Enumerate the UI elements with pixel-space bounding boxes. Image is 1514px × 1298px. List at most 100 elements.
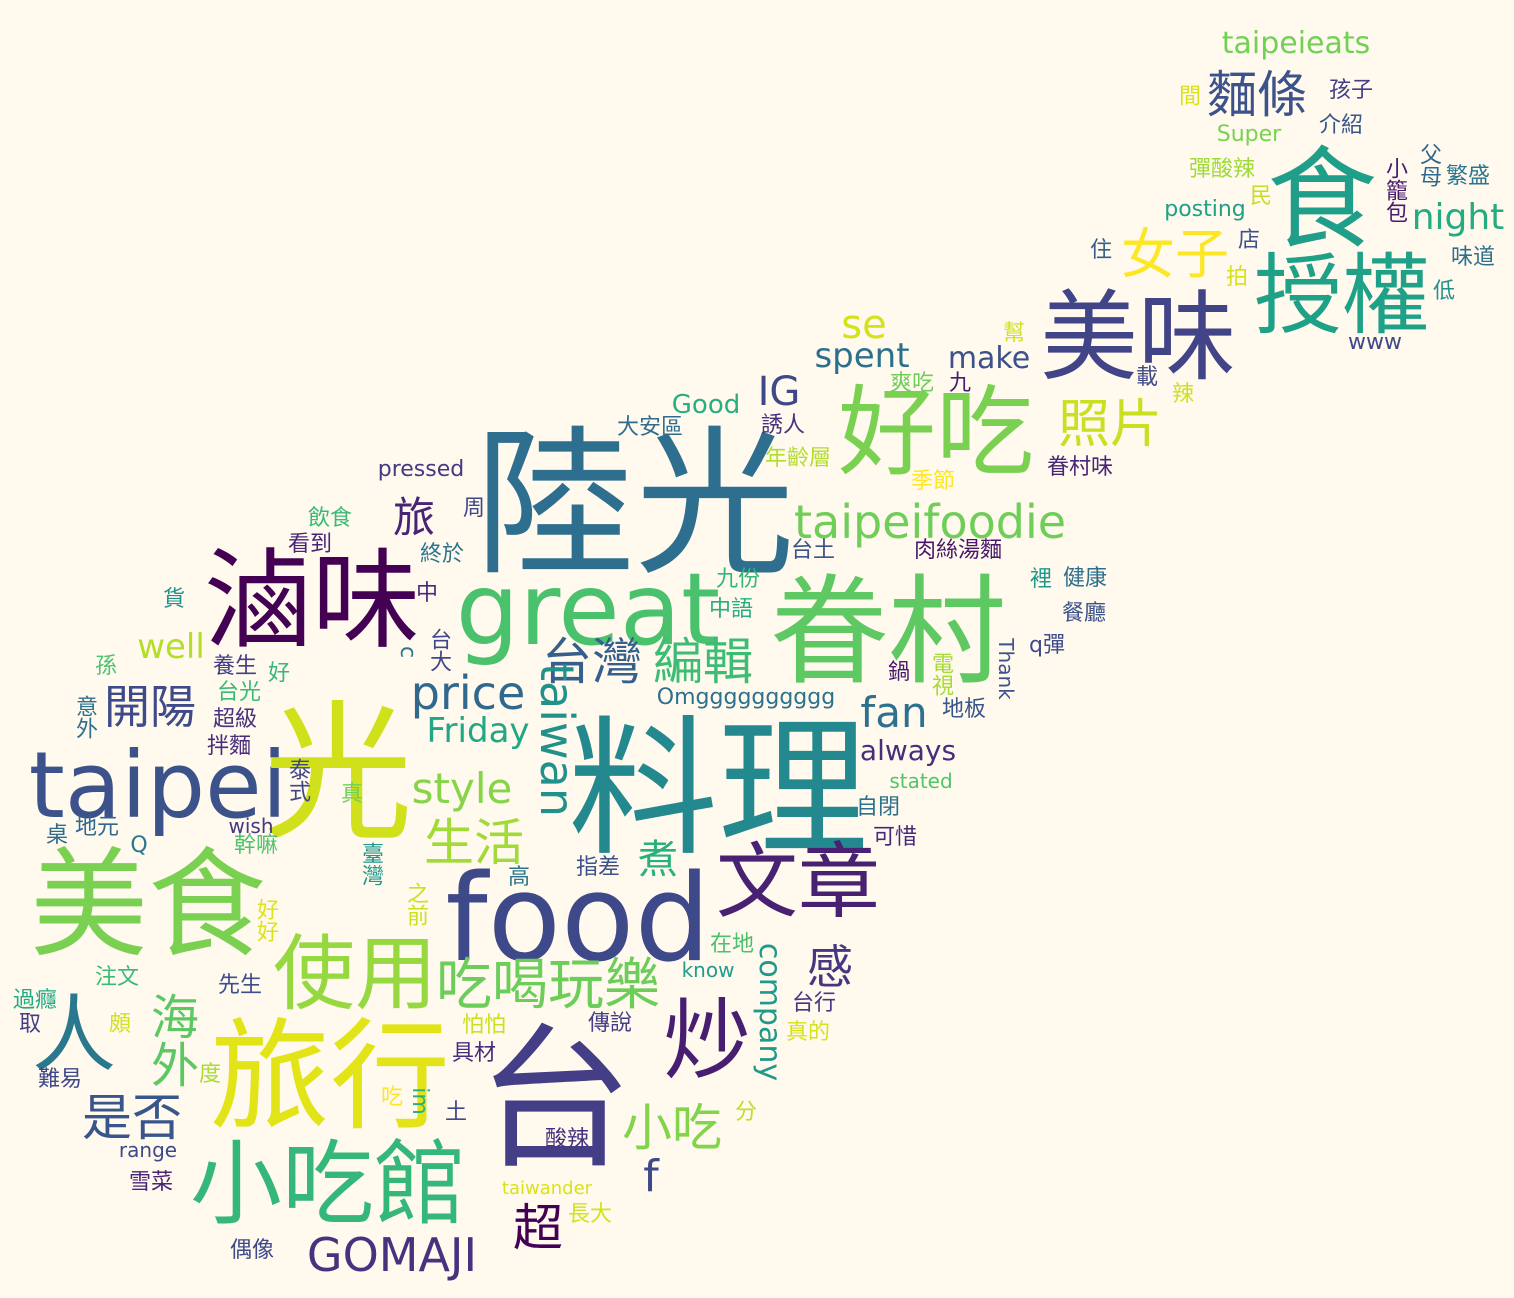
cloud-word: 超 <box>513 1199 563 1257</box>
cloud-word: 周 <box>462 496 486 521</box>
cloud-word: 台灣 <box>542 633 642 691</box>
cloud-word: 傳說 <box>587 1011 633 1036</box>
cloud-word: 味道 <box>1450 245 1496 270</box>
cloud-word: www <box>1348 330 1402 355</box>
cloud-word: company <box>752 942 787 1082</box>
cloud-word: 中 <box>415 581 439 606</box>
cloud-word: 好吃 <box>837 376 1035 490</box>
cloud-word: 大安區 <box>616 415 684 440</box>
cloud-word: 分 <box>734 1100 758 1125</box>
cloud-word: make <box>947 341 1031 376</box>
cloud-word: 先生 <box>217 973 263 998</box>
cloud-word: stated <box>889 769 953 793</box>
cloud-word: 高 <box>507 865 531 890</box>
cloud-word: 旅 <box>392 493 436 542</box>
cloud-word: Thank <box>994 638 1018 700</box>
cloud-word: 裡 <box>1029 567 1053 592</box>
cloud-word: 炒 <box>662 989 752 1092</box>
cloud-word: 編輯 <box>653 633 753 691</box>
cloud-word: 地元 <box>74 815 120 840</box>
cloud-word: 光 <box>262 688 414 862</box>
cloud-word: 美味 <box>1039 281 1237 395</box>
cloud-word: f <box>643 1151 659 1202</box>
cloud-word: se <box>841 302 887 348</box>
cloud-word: 台土 <box>790 538 836 563</box>
cloud-word: 食 <box>1267 136 1377 264</box>
cloud-word: 孩子 <box>1328 78 1374 103</box>
cloud-word: 辣 <box>1171 382 1195 407</box>
cloud-word: 住 <box>1089 238 1113 263</box>
cloud-word: 間 <box>1175 84 1200 106</box>
cloud-word: 台 <box>477 1009 633 1191</box>
cloud-word: 難易 <box>37 1067 83 1092</box>
cloud-word: wish <box>228 814 274 838</box>
cloud-word: 眷村味 <box>1046 455 1114 480</box>
cloud-word: know <box>681 958 735 982</box>
cloud-word: 陸光 <box>474 411 796 598</box>
cloud-word: 季節 <box>910 469 956 494</box>
cloud-word: 麵條 <box>1207 66 1307 124</box>
cloud-word: 臺灣 <box>358 842 383 886</box>
cloud-word: 年齡層 <box>764 446 832 471</box>
cloud-word: night <box>1411 197 1505 238</box>
cloud-word: 感 <box>807 940 853 994</box>
cloud-word: 鍋 <box>887 660 911 685</box>
cloud-word: 眷村 <box>769 563 1007 701</box>
cloud-word: 拍 <box>1225 265 1249 290</box>
cloud-word: 照片 <box>1057 395 1163 455</box>
cloud-word: 終於 <box>419 542 465 567</box>
cloud-word: 吃喝玩樂 <box>436 953 660 1018</box>
cloud-word: 台光 <box>216 680 262 705</box>
cloud-word: taiwander <box>501 1178 593 1199</box>
cloud-word: 電視 <box>928 652 953 696</box>
cloud-word: IG <box>757 369 801 415</box>
cloud-word: 怕怕 <box>461 1013 507 1038</box>
cloud-word: 桌 <box>45 823 69 848</box>
cloud-word: taipeifoodie <box>793 495 1067 549</box>
cloud-word: 取 <box>18 1012 42 1037</box>
cloud-word: 健康 <box>1062 566 1108 591</box>
cloud-word: 長大 <box>567 1202 613 1227</box>
cloud-word: 繁盛 <box>1445 164 1491 189</box>
cloud-word: 餐廳 <box>1061 601 1107 626</box>
cloud-word: 九 <box>948 371 972 396</box>
cloud-word: range <box>118 1138 178 1162</box>
cloud-word: 爽吃 <box>889 371 935 396</box>
cloud-word: 幹嘛 <box>233 833 279 858</box>
cloud-word: 人 <box>31 986 117 1084</box>
cloud-word: spent <box>814 336 910 376</box>
cloud-word: 海外 <box>142 992 198 1088</box>
cloud-word: 民 <box>1249 184 1273 209</box>
cloud-word: 酸辣 <box>544 1127 590 1152</box>
cloud-word: 自閉 <box>855 795 901 820</box>
cloud-word: 料理 <box>567 703 869 877</box>
cloud-word: 誘人 <box>760 413 806 438</box>
cloud-word: 吃 <box>380 1085 404 1110</box>
cloud-word: always <box>859 734 957 767</box>
cloud-word: q彈 <box>1029 633 1065 658</box>
cloud-word: 養生 <box>212 654 258 679</box>
cloud-word: 頗 <box>108 1012 132 1037</box>
cloud-word: 文章 <box>715 835 881 930</box>
cloud-word: great <box>455 551 721 668</box>
cloud-word: 飲食 <box>307 506 353 531</box>
cloud-word: Q <box>130 833 148 858</box>
cloud-word: 台大 <box>426 628 451 672</box>
cloud-word: c <box>395 645 420 659</box>
cloud-word: well <box>137 627 205 667</box>
cloud-word: style <box>411 764 513 813</box>
cloud-word: 店 <box>1237 228 1261 253</box>
cloud-word: 旅行 <box>210 1008 450 1147</box>
cloud-word: 看到 <box>287 532 333 557</box>
cloud-word: Super <box>1216 122 1282 147</box>
cloud-word: 九份 <box>715 567 761 592</box>
cloud-word: 中語 <box>708 597 754 622</box>
cloud-word: 超級 <box>212 707 258 732</box>
cloud-word: 載 <box>1135 365 1159 390</box>
cloud-word: 小吃館 <box>189 1131 467 1238</box>
cloud-word: 低 <box>1432 279 1456 304</box>
cloud-word: taiwan <box>530 663 584 817</box>
cloud-word: 使用 <box>272 927 438 1022</box>
cloud-word: Good <box>671 390 741 420</box>
